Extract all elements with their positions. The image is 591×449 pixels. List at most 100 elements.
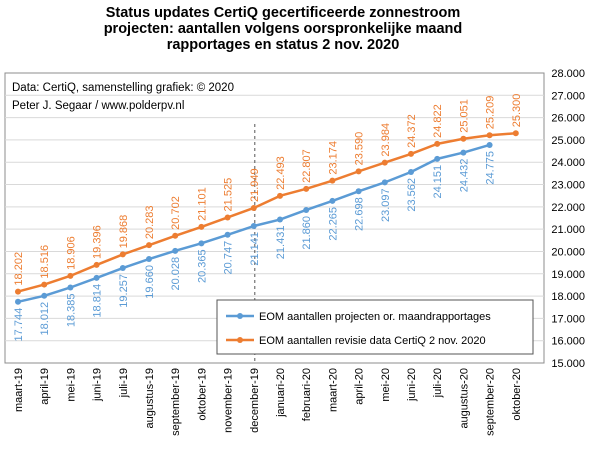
- data-labels: 17.744 18.012 18.385 18.814 19.257 19.660 20.0…: [13, 94, 523, 342]
- data-point: [146, 242, 152, 249]
- y-tick-label: 25.000: [551, 135, 585, 147]
- data-label: 18.385: [65, 293, 77, 327]
- data-label: 20.702: [170, 196, 182, 230]
- data-label: 21.860: [301, 216, 313, 250]
- x-axis-ticks: maart-19 april-19 mei-19 juni-19 juli-19 augu…: [13, 368, 523, 436]
- legend-marker-series-1: [237, 313, 243, 319]
- data-label: 25.051: [458, 99, 470, 133]
- data-label: 18.202: [13, 252, 25, 286]
- x-tick-label: april-20: [354, 368, 366, 405]
- y-tick-label: 21.000: [551, 224, 585, 236]
- data-point: [355, 188, 362, 195]
- x-tick-label: juni-20: [406, 368, 418, 402]
- data-label: 17.744: [13, 308, 25, 342]
- y-tick-label: 27.000: [551, 90, 585, 102]
- data-label: 21.431: [275, 226, 287, 260]
- data-label: 22.807: [301, 149, 313, 183]
- data-label: 25.300: [511, 94, 523, 128]
- x-tick-label: januari-20: [275, 368, 287, 418]
- x-tick-label: mei-20: [380, 368, 392, 402]
- x-tick-label: oktober-20: [511, 368, 523, 421]
- data-label: 18.906: [65, 236, 77, 270]
- data-point: [67, 272, 74, 279]
- data-label: 25.209: [485, 96, 497, 130]
- series-line-2: [17, 131, 516, 293]
- data-point: [250, 204, 257, 211]
- y-tick-label: 24.000: [551, 157, 585, 169]
- x-tick-label: december-19: [249, 368, 261, 433]
- source-line-1: Data: CertiQ, samenstelling grafiek: © 2…: [12, 82, 234, 94]
- data-label: 20.747: [223, 241, 235, 275]
- data-point: [512, 130, 519, 137]
- x-tick-label: september-19: [170, 368, 182, 436]
- data-label: 22.493: [275, 156, 287, 190]
- y-tick-label: 19.000: [551, 269, 585, 281]
- y-tick-label: 16.000: [551, 336, 585, 348]
- data-point: [172, 247, 179, 254]
- data-point: [15, 298, 21, 305]
- data-label: 23.562: [406, 178, 418, 212]
- data-label: 20.283: [144, 205, 156, 239]
- x-tick-label: maart-20: [327, 368, 339, 412]
- legend-label-series-1: EOM aantallen projecten or. maandrapport…: [259, 311, 491, 323]
- data-label: 18.516: [39, 245, 51, 279]
- x-tick-label: februari-20: [301, 368, 313, 421]
- data-point: [277, 216, 283, 223]
- data-point: [303, 185, 310, 192]
- chart-title: Status updates CertiQ gecertificeerde zo…: [104, 5, 463, 53]
- data-label: 18.012: [39, 302, 51, 336]
- data-label: 22.698: [354, 197, 366, 231]
- y-tick-label: 26.000: [551, 113, 585, 125]
- data-point: [486, 132, 493, 139]
- data-label: 23.590: [354, 132, 366, 166]
- data-point: [93, 274, 100, 281]
- data-point: [224, 214, 231, 221]
- data-label: 24.372: [406, 114, 418, 148]
- data-point: [15, 288, 21, 295]
- data-point: [41, 281, 48, 288]
- data-label: 21.141: [249, 232, 261, 266]
- y-tick-label: 17.000: [551, 313, 585, 325]
- chart-title-line-1: Status updates CertiQ gecertificeerde zo…: [106, 5, 461, 21]
- data-label: 18.814: [92, 284, 104, 318]
- chart-title-line-3: rapportages en status 2 nov. 2020: [167, 37, 400, 53]
- data-point: [434, 140, 441, 147]
- data-point: [329, 197, 336, 204]
- data-label: 22.265: [327, 207, 339, 241]
- data-point: [250, 223, 257, 230]
- data-point: [408, 150, 414, 157]
- x-tick-label: maart-19: [13, 368, 25, 412]
- data-point: [146, 256, 152, 263]
- legend-box: [216, 299, 534, 355]
- x-tick-label: juli-20: [432, 368, 444, 398]
- y-tick-label: 22.000: [551, 202, 585, 214]
- data-label: 21.949: [249, 168, 261, 202]
- x-tick-label: augustus-19: [144, 368, 156, 429]
- x-tick-label: september-20: [485, 368, 497, 436]
- legend-label-series-2: EOM aantallen revisie data CertiQ 2 nov.…: [259, 335, 486, 347]
- legend: EOM aantallen projecten or. maandrapport…: [216, 299, 534, 355]
- data-label: 23.984: [380, 123, 392, 157]
- data-label: 20.365: [196, 249, 208, 283]
- data-label: 24.151: [432, 165, 444, 199]
- x-tick-label: juli-19: [118, 368, 130, 398]
- data-point: [172, 232, 179, 239]
- data-label: 24.432: [458, 159, 470, 193]
- x-tick-label: april-19: [39, 368, 51, 405]
- data-point: [303, 206, 310, 213]
- data-label: 19.396: [92, 225, 104, 259]
- data-label: 20.028: [170, 257, 182, 291]
- data-point: [224, 231, 231, 238]
- data-label: 23.174: [327, 141, 339, 175]
- y-axis-ticks: 15.000 16.000 17.000 18.000 19.000 20.000 21.0…: [551, 68, 585, 370]
- data-point: [67, 284, 74, 291]
- x-tick-label: augustus-20: [458, 368, 470, 429]
- data-label: 24.775: [485, 151, 497, 185]
- data-point: [41, 292, 48, 299]
- data-point: [198, 223, 205, 230]
- y-tick-label: 23.000: [551, 180, 585, 192]
- x-tick-label: juni-19: [92, 368, 104, 402]
- data-label: 19.660: [144, 265, 156, 299]
- data-point: [381, 179, 388, 186]
- source-line-2: Peter J. Segaar / www.polderpv.nl: [12, 100, 184, 112]
